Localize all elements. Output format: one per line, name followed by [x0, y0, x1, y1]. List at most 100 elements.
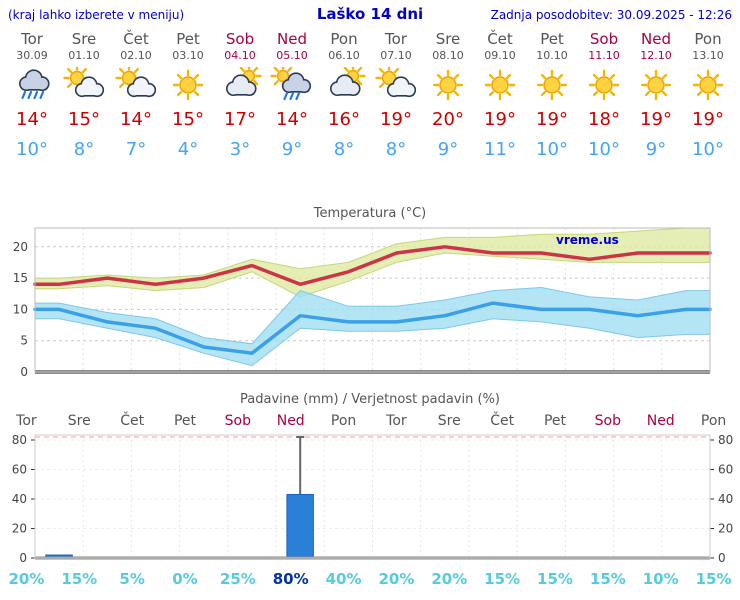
day-tmin: 8° — [333, 139, 355, 160]
day-tmax: 19° — [640, 109, 672, 130]
day-name: Sob — [225, 30, 255, 48]
day-date: 04.10 — [224, 49, 256, 62]
day-name: Ned — [641, 30, 671, 48]
day-tmax: 19° — [536, 109, 568, 130]
precip-day-label: Čet — [120, 413, 145, 429]
header: (kraj lahko izberete v meniju) Laško 14 … — [0, 0, 740, 23]
day-date: 06.10 — [328, 49, 360, 62]
day-tmin: 9° — [645, 139, 667, 160]
day-tmax: 15° — [68, 109, 100, 130]
day-tmin: 8° — [73, 139, 95, 160]
precip-day-label: Pon — [700, 413, 727, 429]
svg-text:10: 10 — [13, 302, 28, 316]
line-najvišja-temperatura — [33, 245, 712, 287]
day-date: 09.10 — [484, 49, 516, 62]
svg-text:20: 20 — [12, 522, 27, 536]
day-column-12.10[interactable]: Ned 12.10 19° 9° — [630, 26, 682, 160]
day-tmin: 9° — [437, 139, 459, 160]
day-name: Pon — [694, 30, 722, 48]
day-date: 08.10 — [432, 49, 464, 62]
day-column-08.10[interactable]: Sre 08.10 20° 9° — [422, 26, 474, 160]
day-name: Čet — [487, 30, 513, 48]
day-tmax: 18° — [588, 109, 620, 130]
precip-probability: 80% — [272, 570, 309, 588]
day-date: 13.10 — [692, 49, 724, 62]
precip-probability: 20% — [8, 570, 45, 588]
day-column-04.10[interactable]: Sob 04.10 17° 3° — [214, 26, 266, 160]
svg-text:15: 15 — [13, 271, 28, 285]
precip-probability-row: 20% 15% 5% 0% 25% 80% 40% 20% 20% 15% 15% 15% 10% 15% — [0, 570, 740, 588]
day-tmin: 9° — [281, 139, 303, 160]
day-column-11.10[interactable]: Sob 11.10 18° 10° — [578, 26, 630, 160]
precip-probability: 5% — [119, 570, 145, 588]
svg-text:0: 0 — [718, 551, 726, 565]
day-column-30.09[interactable]: Tor 30.09 14° 10° — [6, 26, 58, 160]
precip-day-label: Ned — [646, 413, 675, 429]
day-column-05.10[interactable]: Ned 05.10 14° 9° — [266, 26, 318, 160]
precip-day-label: Sre — [67, 413, 91, 429]
day-name: Ned — [277, 30, 307, 48]
temperature-chart: 0 5 10 15 20 vreme.us — [13, 227, 712, 378]
precip-probability: 15% — [695, 570, 732, 588]
day-column-10.10[interactable]: Pet 10.10 19° 10° — [526, 26, 578, 160]
mostly-cloudy-icon — [318, 63, 370, 107]
precip-bar — [286, 494, 314, 559]
svg-text:0: 0 — [19, 551, 27, 565]
sunny-icon — [682, 67, 734, 107]
svg-text:80: 80 — [12, 433, 27, 447]
precip-day-label: Pet — [173, 413, 197, 429]
day-column-03.10[interactable]: Pet 03.10 15° 4° — [162, 26, 214, 160]
day-tmax: 15° — [172, 109, 204, 130]
precipitation-chart: 0 0 20 20 40 40 60 60 80 80 — [12, 433, 734, 565]
svg-text:60: 60 — [718, 463, 733, 477]
day-column-02.10[interactable]: Čet 02.10 14° 7° — [110, 26, 162, 160]
precip-day-label: Ned — [276, 413, 305, 429]
partly-cloudy-icon — [58, 64, 110, 107]
day-tmax: 19° — [484, 109, 516, 130]
precip-day-label: Tor — [386, 413, 407, 429]
sunny-icon — [578, 67, 630, 107]
precip-probability: 15% — [589, 570, 626, 588]
precip-probability: 15% — [484, 570, 521, 588]
sunny-icon — [422, 67, 474, 107]
partly-cloudy-icon — [110, 64, 162, 107]
precip-probability: 25% — [219, 570, 256, 588]
day-tmax: 19° — [692, 109, 724, 130]
sunny-icon — [474, 67, 526, 107]
day-date: 30.09 — [16, 49, 48, 62]
day-tmin: 8° — [385, 139, 407, 160]
svg-text:60: 60 — [12, 463, 27, 477]
day-column-01.10[interactable]: Sre 01.10 15° 8° — [58, 26, 110, 160]
day-tmax: 16° — [328, 109, 360, 130]
last-update: Zadnja posodobitev: 30.09.2025 - 12:26 — [490, 8, 732, 22]
day-tmin: 4° — [177, 139, 199, 160]
precip-probability: 0% — [172, 570, 198, 588]
precip-day-label: Pet — [543, 413, 567, 429]
day-tmin: 7° — [125, 139, 147, 160]
day-name: Čet — [123, 30, 149, 48]
precip-chart-title: Padavine (mm) / Verjetnost padavin (%) — [240, 392, 500, 407]
precip-probability: 40% — [325, 570, 362, 588]
vreme-us-watermark[interactable]: vreme.us — [556, 233, 619, 247]
day-date: 10.10 — [536, 49, 568, 62]
day-column-07.10[interactable]: Tor 07.10 19° 8° — [370, 26, 422, 160]
svg-text:20: 20 — [13, 240, 28, 254]
day-date: 12.10 — [640, 49, 672, 62]
day-tmin: 10° — [588, 139, 620, 160]
precip-probability: 20% — [431, 570, 468, 588]
day-tmin: 11° — [484, 139, 516, 160]
day-column-06.10[interactable]: Pon 06.10 16° 8° — [318, 26, 370, 160]
day-column-13.10[interactable]: Pon 13.10 19° 10° — [682, 26, 734, 160]
day-date: 05.10 — [276, 49, 308, 62]
precip-probability: 10% — [642, 570, 679, 588]
day-tmin: 10° — [536, 139, 568, 160]
precip-probability: 15% — [61, 570, 98, 588]
precip-day-label: Sre — [437, 413, 461, 429]
day-column-09.10[interactable]: Čet 09.10 19° 11° — [474, 26, 526, 160]
day-date: 03.10 — [172, 49, 204, 62]
precip-day-label: Sob — [594, 413, 622, 429]
day-tmax: 14° — [16, 109, 48, 130]
precip-day-label: Sob — [224, 413, 252, 429]
mostly-cloudy-icon — [214, 63, 266, 107]
